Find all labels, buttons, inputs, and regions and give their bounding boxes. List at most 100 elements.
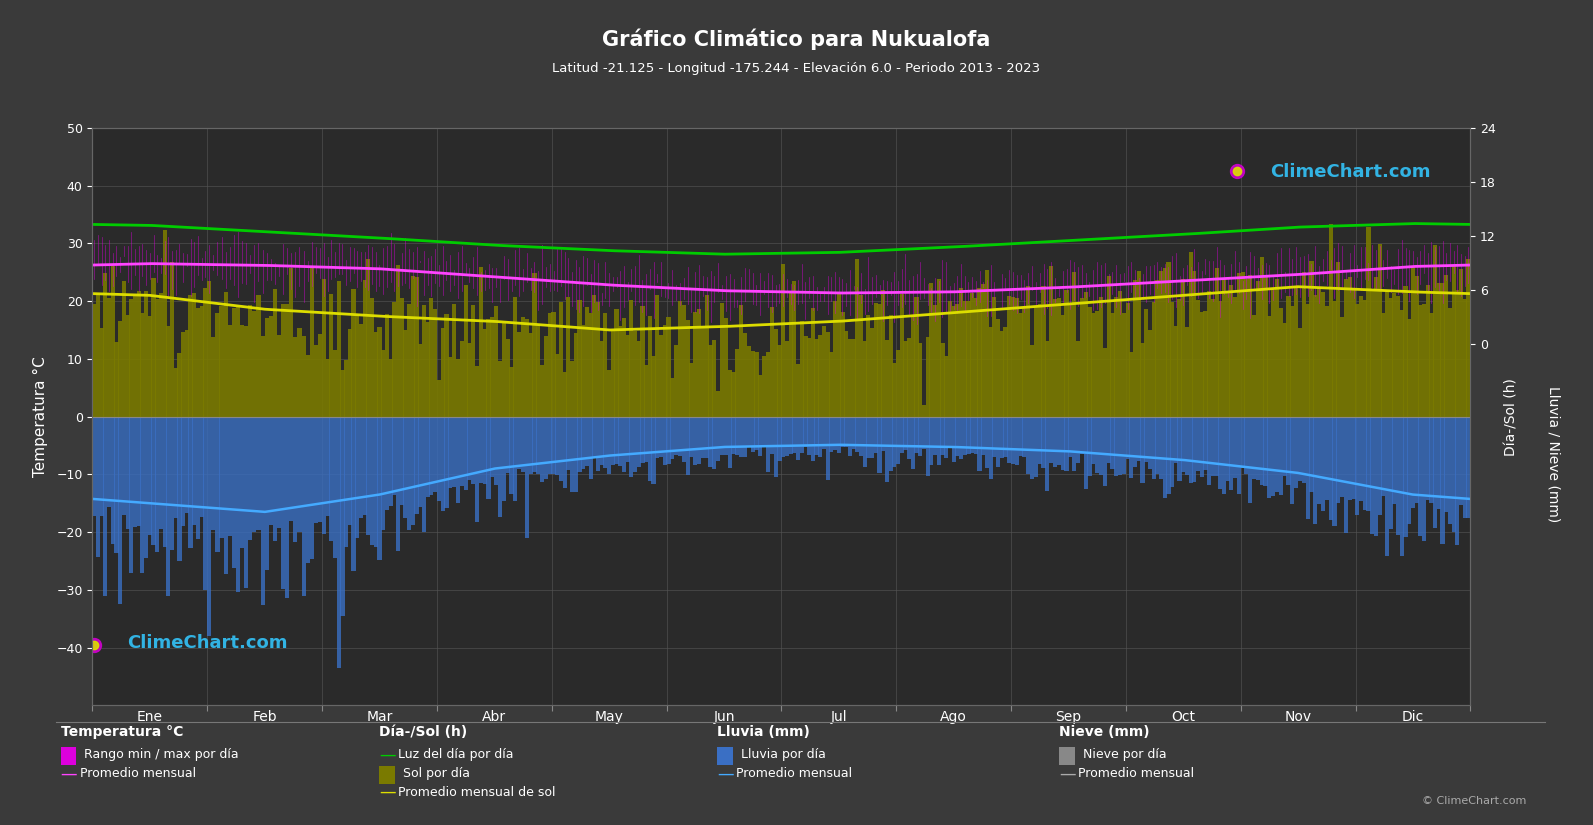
Bar (803, 337, 808, 417)
Bar (859, 295, 863, 417)
Bar (870, 328, 875, 417)
Bar (336, 281, 341, 417)
Bar (621, 417, 626, 472)
Bar (615, 309, 618, 417)
Bar (984, 417, 989, 468)
Bar (1129, 352, 1134, 417)
Bar (1192, 417, 1196, 482)
Bar (1282, 417, 1287, 476)
Bar (472, 417, 475, 484)
Bar (1244, 417, 1249, 474)
Bar (996, 417, 1000, 468)
Bar (1114, 417, 1118, 476)
Bar (929, 283, 933, 417)
Bar (1050, 417, 1053, 463)
Bar (1080, 299, 1083, 417)
Bar (1031, 417, 1034, 479)
Bar (1456, 290, 1459, 417)
Bar (352, 290, 355, 417)
Bar (830, 417, 833, 451)
Bar (585, 417, 589, 466)
Bar (945, 356, 948, 417)
Text: Día-/Sol (h): Día-/Sol (h) (379, 725, 467, 739)
Bar (1110, 314, 1115, 417)
Y-axis label: Día-/Sol (h): Día-/Sol (h) (1504, 378, 1518, 455)
Bar (731, 372, 736, 417)
Bar (429, 298, 433, 417)
Bar (859, 417, 863, 455)
Text: Promedio mensual: Promedio mensual (1078, 767, 1195, 780)
Bar (962, 301, 967, 417)
Bar (436, 380, 441, 417)
Bar (632, 417, 637, 472)
Bar (1214, 417, 1219, 476)
Bar (1149, 417, 1152, 469)
Bar (855, 259, 859, 417)
Bar (177, 417, 182, 561)
Text: Latitud -21.125 - Longitud -175.244 - Elevación 6.0 - Periodo 2013 - 2023: Latitud -21.125 - Longitud -175.244 - El… (553, 62, 1040, 75)
Bar (322, 279, 327, 417)
Bar (159, 293, 162, 417)
Bar (521, 317, 526, 417)
Bar (96, 294, 100, 417)
Bar (596, 302, 601, 417)
Text: Sol por día: Sol por día (403, 767, 470, 780)
Bar (1367, 417, 1370, 512)
Bar (769, 307, 774, 417)
Bar (1053, 417, 1058, 467)
Bar (1445, 276, 1448, 417)
Bar (1344, 279, 1348, 417)
Bar (796, 417, 800, 460)
Bar (739, 417, 744, 456)
Bar (900, 417, 903, 454)
Bar (906, 417, 911, 460)
Bar (1166, 262, 1171, 417)
Bar (1099, 297, 1102, 417)
Bar (1166, 417, 1171, 494)
Bar (1061, 417, 1064, 470)
Bar (1389, 298, 1392, 417)
Bar (1271, 290, 1276, 417)
Bar (100, 417, 104, 516)
Bar (819, 335, 822, 417)
Bar (758, 375, 763, 417)
Bar (1395, 296, 1400, 417)
Bar (143, 417, 148, 559)
Bar (1407, 319, 1411, 417)
Bar (1434, 417, 1437, 528)
Bar (285, 304, 290, 417)
Bar (159, 417, 162, 529)
Bar (720, 303, 725, 417)
Bar (1102, 348, 1107, 417)
Text: —: — (379, 783, 395, 801)
Bar (252, 417, 256, 532)
Bar (951, 417, 956, 463)
Bar (1462, 417, 1467, 518)
Bar (808, 338, 811, 417)
Bar (436, 417, 441, 502)
Bar (162, 417, 167, 547)
Bar (1378, 417, 1381, 515)
Bar (1000, 331, 1004, 417)
Bar (151, 417, 156, 545)
Bar (981, 417, 986, 455)
Bar (1429, 314, 1434, 417)
Text: © ClimeChart.com: © ClimeChart.com (1421, 796, 1526, 806)
Bar (682, 417, 687, 461)
Bar (1274, 417, 1279, 493)
Bar (269, 417, 272, 525)
Bar (185, 417, 190, 513)
Bar (1230, 285, 1233, 417)
Bar (290, 417, 293, 521)
Bar (479, 266, 483, 417)
Bar (1129, 417, 1134, 478)
Bar (100, 328, 104, 417)
Bar (280, 304, 285, 417)
Bar (1434, 246, 1437, 417)
Bar (1359, 296, 1364, 417)
Bar (644, 365, 648, 417)
Bar (104, 417, 107, 596)
Bar (666, 318, 671, 417)
Bar (1337, 417, 1340, 503)
Bar (742, 333, 747, 417)
